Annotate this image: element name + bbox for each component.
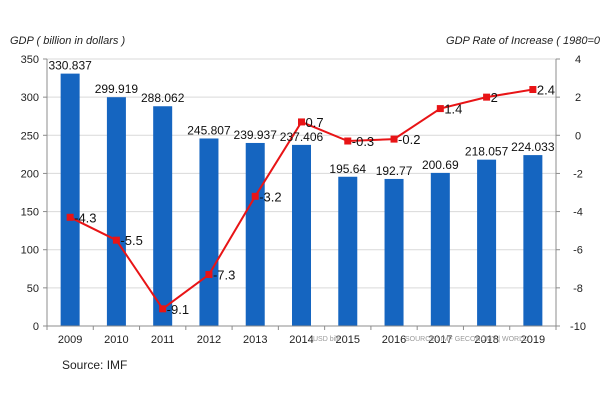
line-value-label: 0.7 [306, 115, 324, 130]
line-marker [66, 213, 74, 221]
line-marker [344, 137, 352, 145]
bar [430, 172, 450, 326]
y-left-tick-label: 250 [21, 130, 39, 142]
y-axis-right-title: GDP Rate of Increase ( 1980=0 [446, 35, 600, 47]
line-value-label: -0.3 [352, 134, 374, 149]
line-value-label: 2.4 [537, 83, 555, 98]
x-tick-label: 2019 [521, 334, 545, 346]
source-note: Source: IMF [62, 358, 127, 372]
line-series [66, 86, 537, 313]
bar-value-label: 239.937 [234, 128, 278, 142]
bar-value-label: 218.057 [465, 145, 509, 159]
bar-value-label: 288.062 [141, 91, 185, 105]
bar-value-label: 192.77 [376, 164, 413, 178]
bar [245, 142, 265, 326]
bar [477, 159, 497, 326]
watermark-text-right: SOURCE : IMF GECONOMY | WORLD [405, 336, 528, 343]
bar-value-label: 299.919 [95, 82, 139, 96]
bar-value-label: 245.807 [187, 123, 231, 137]
x-tick-label: 2016 [382, 334, 406, 346]
y-right-tick-label: -2 [573, 168, 583, 180]
line-marker [298, 118, 305, 126]
bar [199, 138, 219, 326]
watermark-text-left: USD billi [313, 336, 340, 343]
y-left-tick-label: 0 [33, 321, 39, 333]
y-axis-left-title: GDP ( billion in dollars ) [10, 35, 125, 47]
line-marker [159, 305, 167, 313]
x-tick-label: 2015 [336, 334, 360, 346]
bar [153, 106, 173, 326]
watermarks: USD billi SOURCE : IMF GECONOMY | WORLD [313, 336, 528, 343]
y-left-tick-label: 350 [21, 54, 39, 66]
bar-value-label: 195.64 [329, 162, 366, 176]
bar [384, 178, 404, 326]
x-tick-label: 2013 [243, 334, 267, 346]
line-marker [529, 86, 537, 94]
bar [106, 97, 126, 326]
x-tick-label: 2012 [197, 334, 221, 346]
x-tick-label: 2010 [104, 334, 128, 346]
axes: GDP ( billion in dollars ) GDP Rate of I… [10, 35, 600, 327]
line-value-label: -3.2 [259, 189, 281, 204]
line-marker [390, 135, 398, 143]
y-right-tick-label: -8 [573, 283, 583, 295]
bar [338, 176, 358, 326]
line-marker [251, 192, 259, 200]
y-right-tick-label: -6 [573, 245, 583, 257]
line-marker [483, 93, 491, 101]
x-tick-label: 2018 [474, 334, 498, 346]
tick-labels: 0 50 100 150 200 250 300 350 -10 -8 -6 -4 -2 0 2 4 2009 2… [21, 54, 586, 346]
y-right-tick-label: 0 [575, 130, 581, 142]
y-right-tick-label: 2 [575, 92, 581, 104]
line-value-label: -4.3 [74, 210, 96, 225]
y-right-tick-label: -10 [570, 321, 586, 333]
y-left-tick-label: 150 [21, 207, 39, 219]
line-value-label: 1.4 [444, 102, 462, 117]
y-right-tick-label: -4 [573, 207, 583, 219]
y-left-tick-label: 300 [21, 92, 39, 104]
x-tick-label: 2014 [289, 334, 313, 346]
bar-value-label: 200.69 [422, 158, 459, 172]
y-left-tick-label: 50 [27, 283, 39, 295]
bar-value-label: 237.406 [280, 130, 324, 144]
x-tick-label: 2017 [428, 334, 452, 346]
line-marker [436, 105, 444, 113]
line-value-label: -7.3 [213, 268, 235, 283]
bar [292, 144, 311, 326]
y-left-tick-label: 200 [21, 168, 39, 180]
bar [60, 73, 80, 327]
line-marker [112, 236, 120, 244]
line-marker [205, 271, 213, 279]
x-tick-label: 2009 [58, 334, 82, 346]
bar-value-label: 330.837 [48, 59, 92, 73]
line-value-label: -9.1 [167, 302, 189, 317]
bar [523, 155, 543, 326]
y-left-tick-label: 100 [21, 245, 39, 257]
bar-value-label: 224.033 [511, 140, 555, 154]
line-value-label: -5.5 [120, 233, 142, 248]
bar-series [60, 73, 543, 327]
y-right-tick-label: 4 [575, 54, 581, 66]
line-value-label: 2 [491, 90, 498, 105]
line-value-label: -0.2 [398, 132, 420, 147]
x-tick-label: 2011 [151, 334, 175, 346]
